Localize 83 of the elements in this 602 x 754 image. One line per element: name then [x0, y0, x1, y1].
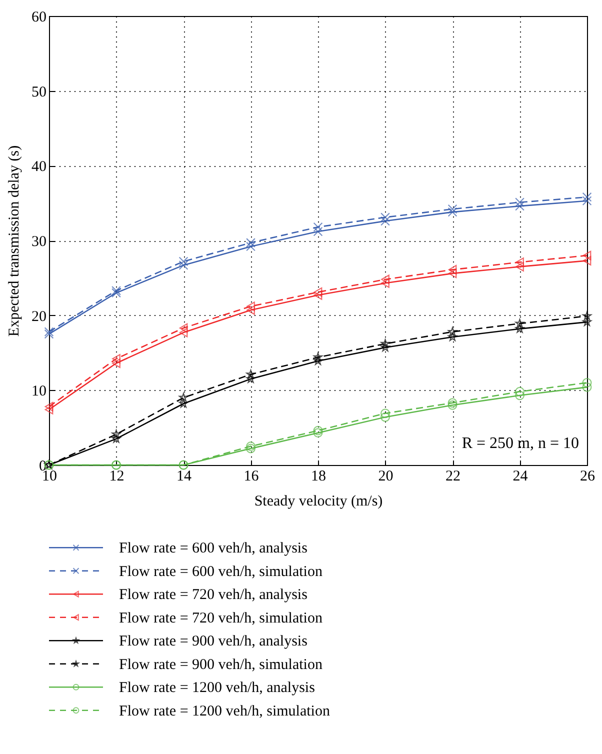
point — [112, 354, 120, 364]
point — [448, 207, 458, 217]
point — [313, 352, 323, 362]
point — [516, 262, 524, 272]
point — [582, 192, 592, 202]
point — [112, 430, 121, 438]
legend-label: Flow rate = 900 veh/h, simulation — [119, 656, 323, 673]
point — [381, 274, 390, 284]
point — [112, 434, 121, 443]
point — [582, 250, 592, 260]
point — [515, 390, 524, 400]
y-tick-label: 40 — [32, 159, 46, 176]
point — [178, 256, 188, 266]
point — [582, 317, 592, 326]
point — [515, 198, 524, 208]
point — [313, 426, 323, 436]
point — [178, 392, 188, 402]
point — [246, 305, 255, 315]
point — [448, 268, 457, 278]
x-tick-label: 16 — [244, 468, 260, 484]
point — [112, 288, 121, 298]
point — [380, 342, 390, 352]
x-tick-label: 20 — [378, 468, 394, 484]
point — [582, 382, 592, 392]
y-tick-label: 50 — [32, 84, 46, 100]
point — [246, 242, 256, 252]
point — [380, 408, 390, 418]
point — [313, 356, 323, 365]
point — [44, 404, 54, 414]
point — [313, 428, 323, 438]
legend-label: Flow rate = 1200 veh/h, analysis — [119, 680, 316, 696]
y-tick-label: 30 — [32, 234, 46, 250]
point — [582, 311, 592, 320]
point — [515, 318, 524, 328]
point — [380, 212, 390, 222]
x-tick-label: 14 — [176, 468, 192, 484]
point — [380, 216, 390, 226]
point — [314, 287, 322, 297]
legend-label: Flow rate = 720 veh/h, analysis — [119, 587, 308, 604]
point — [246, 302, 255, 312]
legend-label: Flow rate = 1200 veh/h, simulation — [119, 703, 330, 720]
point — [515, 201, 524, 211]
point — [582, 256, 592, 266]
point — [112, 358, 120, 368]
point — [246, 374, 256, 383]
x-tick-label: 12 — [109, 468, 124, 484]
point — [448, 327, 458, 336]
legend-label: Flow rate = 600 veh/h, analysis — [119, 540, 308, 557]
x-axis-title: Steady velocity (m/s) — [254, 494, 383, 510]
point — [448, 204, 458, 214]
point — [381, 278, 390, 288]
x-tick-label: 24 — [512, 468, 528, 484]
point — [179, 323, 188, 333]
point — [246, 444, 256, 454]
point — [380, 412, 390, 422]
x-tick-label: 22 — [446, 468, 460, 484]
point — [515, 386, 524, 396]
point — [313, 226, 323, 236]
point — [178, 260, 188, 270]
y-axis-title: Expected transmission delay (s) — [6, 145, 22, 337]
point — [246, 238, 256, 248]
legend-label: Flow rate = 900 veh/h, analysis — [119, 634, 308, 650]
point — [313, 222, 323, 232]
legend-label: Flow rate = 720 veh/h, simulation — [119, 610, 323, 626]
y-tick-label: 10 — [32, 384, 46, 400]
annotation: R = 250 m, n = 10 — [462, 435, 579, 452]
x-tick-label: 26 — [580, 468, 596, 484]
legend-label: Flow rate = 600 veh/h, simulation — [119, 564, 323, 580]
x-tick-label: 18 — [311, 468, 326, 484]
point — [44, 402, 54, 412]
point — [112, 286, 121, 296]
point — [246, 442, 256, 452]
point — [448, 332, 458, 341]
point — [178, 398, 188, 408]
y-tick-label: 60 — [32, 10, 46, 26]
point — [582, 378, 592, 388]
point — [516, 257, 524, 267]
y-tick-label: 20 — [32, 308, 46, 325]
point — [179, 328, 188, 338]
point — [582, 196, 592, 206]
point — [448, 264, 457, 274]
point — [314, 290, 322, 300]
point — [246, 370, 256, 378]
